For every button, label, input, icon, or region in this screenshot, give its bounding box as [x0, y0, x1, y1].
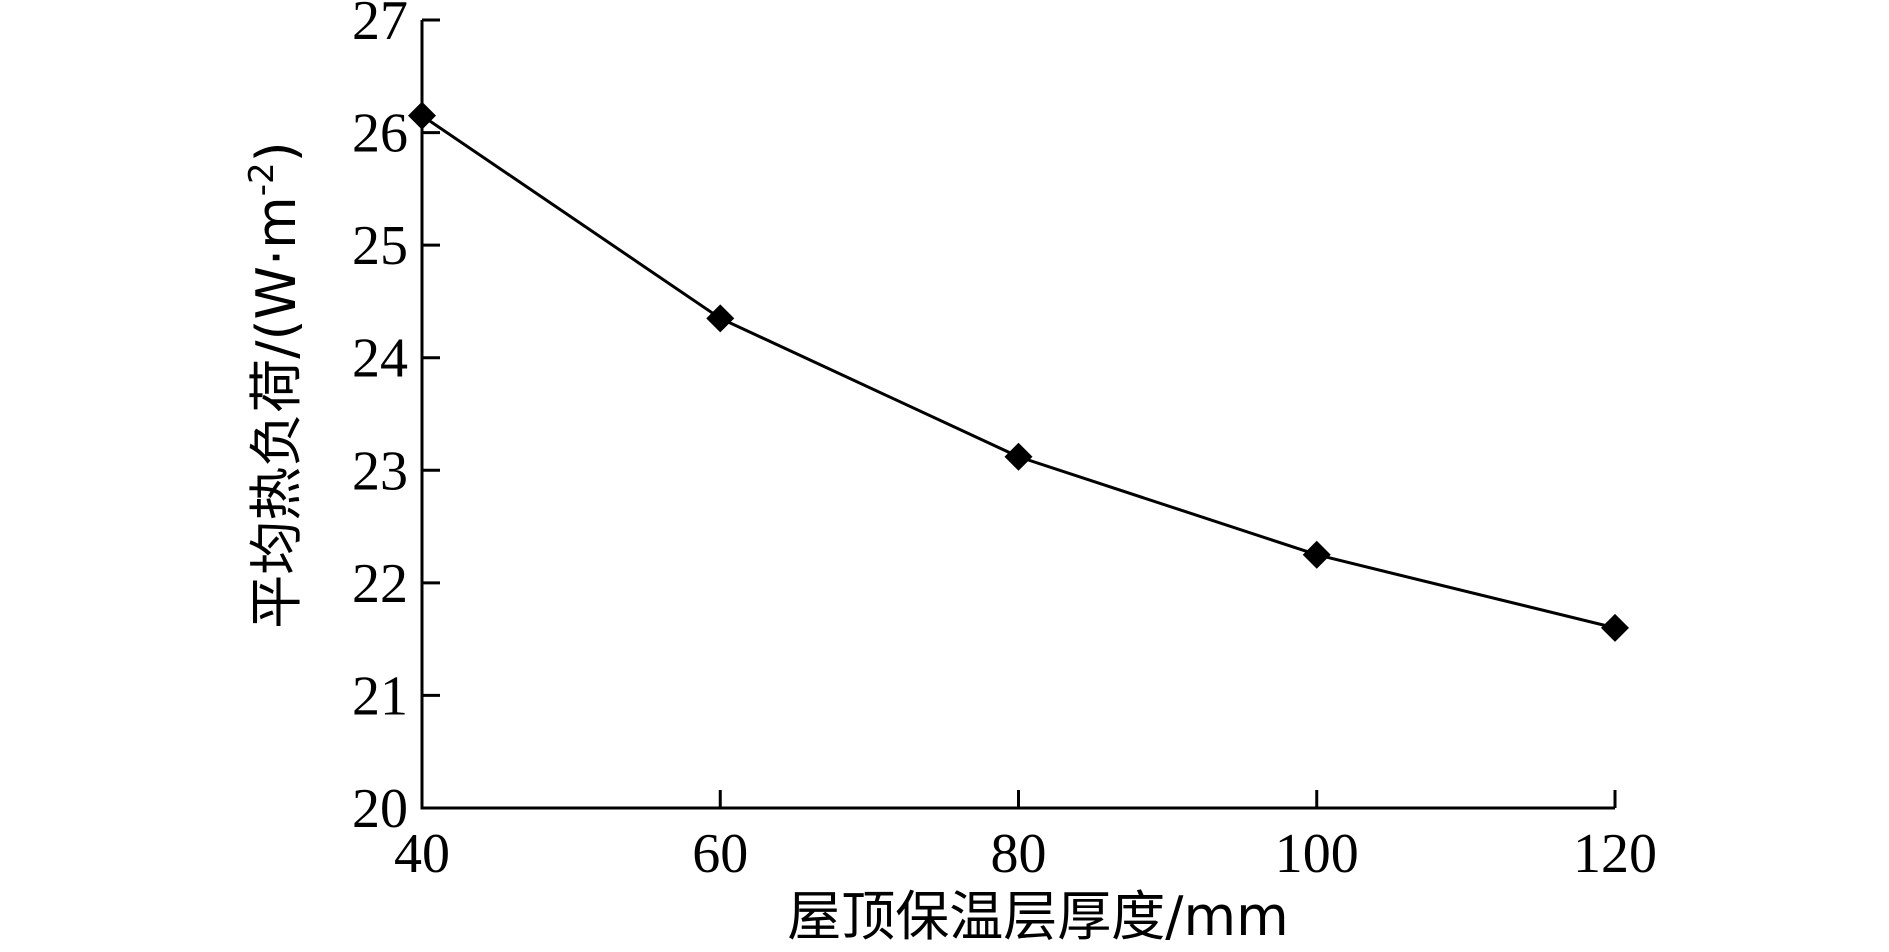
y-axis-title-main: 平均热负荷/(W·m: [245, 196, 308, 628]
y-tick-label: 22: [352, 553, 408, 615]
y-tick-label: 27: [352, 0, 408, 52]
y-axis-ticks: 20 21 22 23 24 25 26 27: [352, 0, 440, 840]
axes: [420, 20, 1615, 810]
x-tick-label: 40: [394, 823, 450, 885]
y-tick-label: 26: [352, 103, 408, 165]
data-point-marker: [1601, 613, 1629, 642]
y-axis-title-close: ): [245, 141, 308, 162]
x-tick-label: 60: [692, 823, 748, 885]
y-tick-label: 24: [352, 328, 408, 390]
x-tick-label: 120: [1573, 823, 1657, 885]
data-point-marker: [1004, 442, 1033, 471]
y-tick-label: 21: [352, 665, 408, 727]
y-axis-title-sup: -2: [242, 162, 282, 196]
x-axis-ticks: 40 60 80 100 120: [394, 790, 1657, 885]
data-point-marker: [408, 101, 436, 130]
y-axis-title: 平均热负荷/(W·m-2): [242, 141, 308, 628]
x-tick-label: 100: [1275, 823, 1359, 885]
x-tick-label: 80: [991, 823, 1047, 885]
y-tick-label: 25: [352, 215, 408, 277]
y-tick-label: 20: [352, 778, 408, 840]
series-group: [408, 101, 1629, 642]
x-axis-title: 屋顶保温层厚度/mm: [787, 885, 1288, 948]
data-point-marker: [1302, 540, 1331, 569]
y-tick-label: 23: [352, 440, 408, 502]
data-point-marker: [706, 304, 735, 333]
series-line: [421, 114, 1616, 630]
